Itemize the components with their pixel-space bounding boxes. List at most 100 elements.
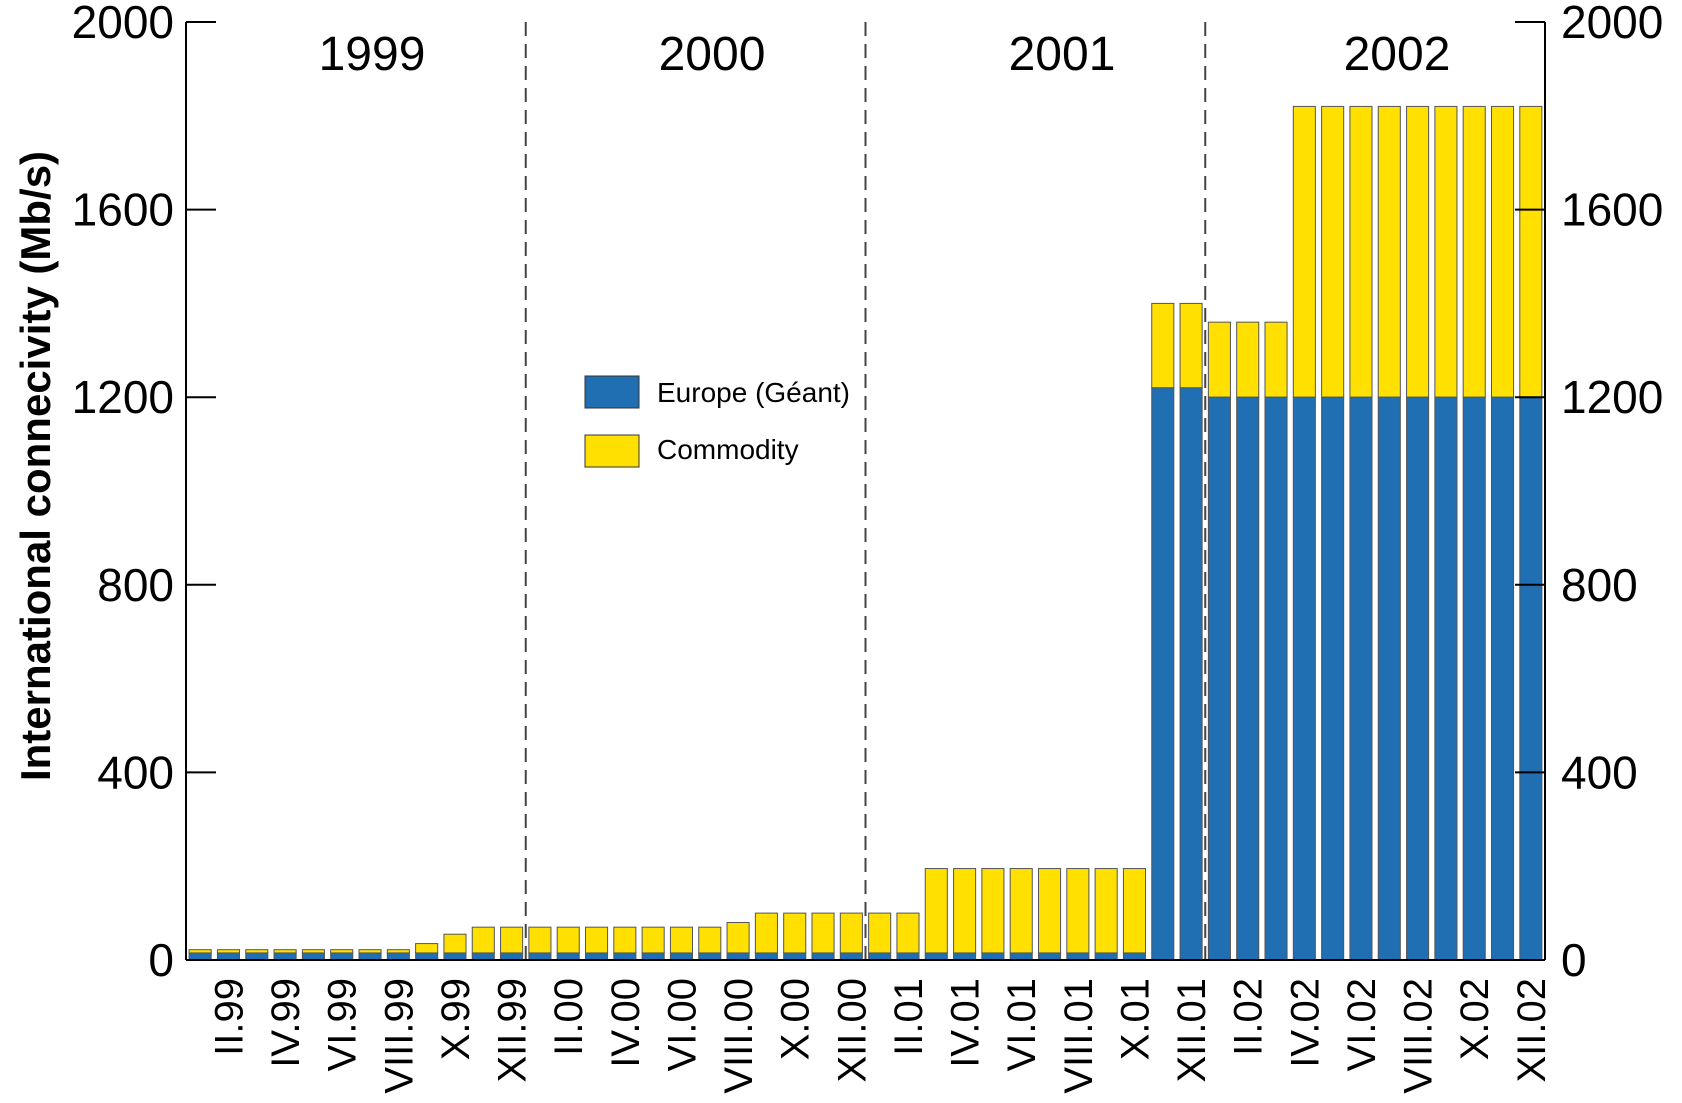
bar-commodity-VIII.01 bbox=[1066, 868, 1090, 954]
bar-commodity-X.00 bbox=[783, 912, 807, 954]
x-tick-label: X.99 bbox=[434, 978, 478, 1060]
bar-commodity-XII.00 bbox=[839, 912, 863, 954]
bar-europe-IX.02 bbox=[1434, 396, 1458, 961]
bar-europe-XII.00 bbox=[839, 952, 863, 961]
bar-europe-V.02 bbox=[1321, 396, 1345, 961]
bar-europe-II.01 bbox=[896, 952, 920, 961]
bar-europe-XI.02 bbox=[1490, 396, 1515, 961]
legend-swatch-commodity bbox=[584, 434, 640, 468]
bar-commodity-II.00 bbox=[556, 926, 580, 954]
bar-europe-XI.01 bbox=[1151, 387, 1175, 961]
x-tick-label: II.01 bbox=[887, 978, 931, 1056]
bar-europe-X.02 bbox=[1462, 396, 1486, 961]
bar-commodity-XI.00 bbox=[811, 912, 835, 954]
labels-layer: 0 0 400 400 800 800 1200 1200 1600 1600 2000 2000 II… bbox=[12, 0, 1663, 1094]
legend-swatch-europe bbox=[584, 375, 640, 409]
x-tick-label: XII.01 bbox=[1170, 978, 1214, 1083]
bar-commodity-V.02 bbox=[1321, 105, 1345, 398]
y-tick-label-right: 800 bbox=[1561, 559, 1638, 611]
bar-europe-III.01 bbox=[924, 952, 948, 961]
bar-commodity-III.01 bbox=[924, 868, 948, 954]
y-tick-label-left: 1600 bbox=[72, 184, 174, 236]
bar-commodity-XII.02 bbox=[1519, 105, 1543, 398]
bar-commodity-XII.99 bbox=[500, 926, 524, 954]
x-tick-label: XII.02 bbox=[1510, 978, 1554, 1083]
bar-europe-II.99 bbox=[216, 952, 241, 961]
bar-europe-VIII.99 bbox=[386, 952, 410, 961]
y-tick-label-right: 1200 bbox=[1561, 371, 1663, 423]
y-axis-label: International connecivity (Mb/s) bbox=[12, 151, 59, 781]
x-tick-label: IV.02 bbox=[1283, 978, 1327, 1068]
bar-commodity-I.01 bbox=[868, 912, 892, 954]
bar-commodity-V.00 bbox=[641, 926, 665, 954]
year-label-2001: 2001 bbox=[1009, 28, 1116, 81]
y-tick-label-left: 2000 bbox=[72, 0, 174, 48]
y-tick-label-right: 2000 bbox=[1561, 0, 1663, 48]
bar-commodity-II.02 bbox=[1236, 321, 1260, 398]
x-tick-label: VIII.00 bbox=[717, 978, 761, 1094]
bar-europe-VII.02 bbox=[1377, 396, 1401, 961]
bar-commodity-IV.01 bbox=[953, 868, 977, 954]
x-tick-label: IV.00 bbox=[604, 978, 648, 1068]
bar-commodity-XI.01 bbox=[1151, 302, 1175, 389]
bar-europe-VI.02 bbox=[1349, 396, 1373, 961]
legend-label-europe: Europe (Géant) bbox=[657, 377, 850, 408]
bar-europe-IX.99 bbox=[415, 952, 439, 961]
bar-europe-I.00 bbox=[528, 952, 552, 961]
bar-europe-II.00 bbox=[556, 952, 580, 961]
bar-europe-VIII.00 bbox=[726, 952, 750, 961]
bar-commodity-VI.01 bbox=[1009, 868, 1033, 954]
bar-commodity-III.00 bbox=[584, 926, 609, 954]
bar-europe-VIII.01 bbox=[1066, 952, 1090, 961]
bar-commodity-VIII.00 bbox=[726, 921, 750, 954]
x-tick-label: VIII.02 bbox=[1397, 978, 1441, 1094]
bar-europe-XII.02 bbox=[1519, 396, 1543, 961]
bar-commodity-VII.02 bbox=[1377, 105, 1401, 398]
year-label-2000: 2000 bbox=[659, 28, 766, 81]
bar-europe-VII.01 bbox=[1037, 952, 1062, 961]
legend-label-commodity: Commodity bbox=[657, 434, 799, 465]
bar-europe-VI.01 bbox=[1009, 952, 1033, 961]
year-label-1999: 1999 bbox=[319, 28, 426, 81]
y-tick-label-right: 0 bbox=[1561, 934, 1587, 986]
x-tick-label: X.01 bbox=[1113, 978, 1157, 1060]
y-tick-label-left: 800 bbox=[97, 559, 174, 611]
bar-europe-VI.00 bbox=[669, 952, 694, 961]
bar-commodity-X.02 bbox=[1462, 105, 1486, 398]
x-tick-label: VIII.99 bbox=[377, 978, 421, 1094]
bar-commodity-XII.01 bbox=[1179, 302, 1203, 389]
y-tick-label-right: 400 bbox=[1561, 746, 1638, 798]
bar-commodity-XI.02 bbox=[1490, 105, 1515, 398]
bar-commodity-VI.02 bbox=[1349, 105, 1373, 398]
year-label-2002: 2002 bbox=[1344, 28, 1451, 81]
y-tick-label-right: 1600 bbox=[1561, 184, 1663, 236]
y-tick-label-left: 0 bbox=[148, 934, 174, 986]
bar-commodity-VII.00 bbox=[698, 926, 722, 954]
bar-commodity-I.02 bbox=[1207, 321, 1231, 398]
bar-commodity-VI.00 bbox=[669, 926, 694, 954]
bar-europe-VIII.02 bbox=[1406, 396, 1430, 961]
bar-commodity-XI.99 bbox=[471, 926, 495, 954]
bar-europe-IV.99 bbox=[273, 952, 297, 961]
bar-commodity-X.99 bbox=[443, 933, 467, 954]
y-tick-label-left: 400 bbox=[97, 746, 174, 798]
legend: Europe (Géant) Commodity bbox=[584, 375, 850, 468]
bar-europe-V.01 bbox=[981, 952, 1005, 961]
bars-layer bbox=[188, 105, 1543, 961]
x-tick-label: VIII.01 bbox=[1057, 978, 1101, 1094]
bar-europe-V.99 bbox=[301, 952, 325, 961]
x-tick-label: XII.00 bbox=[830, 978, 874, 1083]
x-tick-label: X.02 bbox=[1453, 978, 1497, 1060]
x-tick-label: X.00 bbox=[774, 978, 818, 1060]
bar-europe-XII.99 bbox=[500, 952, 524, 961]
divider-layer bbox=[524, 22, 1207, 960]
x-tick-label: II.02 bbox=[1227, 978, 1271, 1056]
axes-layer bbox=[185, 21, 1546, 961]
bar-europe-III.99 bbox=[245, 952, 269, 961]
bar-commodity-IV.02 bbox=[1292, 105, 1316, 398]
bar-commodity-VII.01 bbox=[1037, 868, 1062, 954]
bar-commodity-IX.02 bbox=[1434, 105, 1458, 398]
bar-europe-VII.00 bbox=[698, 952, 722, 961]
